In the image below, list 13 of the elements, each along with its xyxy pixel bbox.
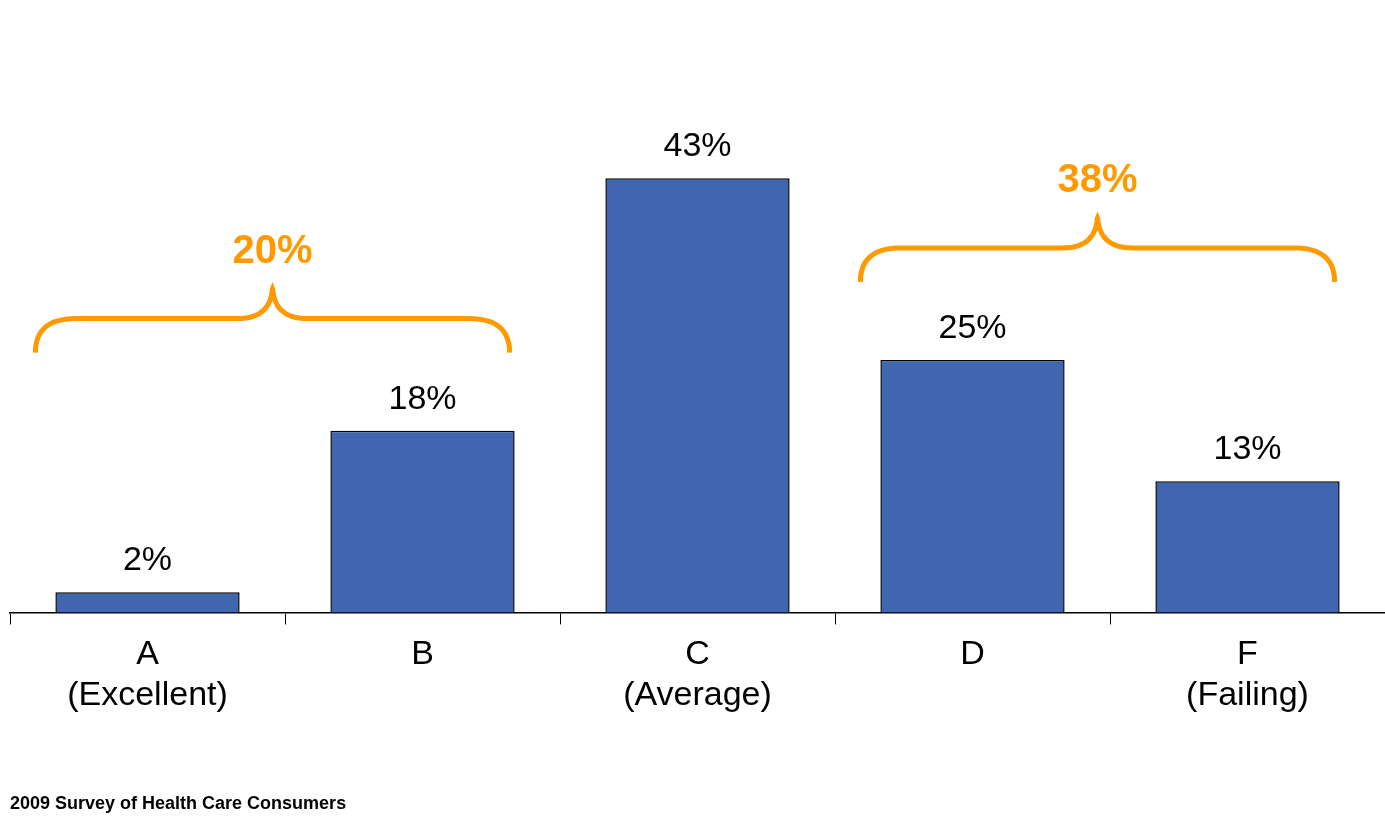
- data-label: 18%: [388, 377, 457, 416]
- annotation: 38%: [1057, 155, 1138, 201]
- data-label: 13%: [1213, 428, 1282, 467]
- x-tick-label: F (Failing): [1186, 633, 1309, 712]
- data-label: 2%: [122, 539, 173, 578]
- text: 2009 Survey of Health Care Consumers: [10, 793, 347, 814]
- x-tick-label: A (Excellent): [67, 633, 228, 712]
- annotation: 20%: [232, 226, 313, 272]
- data-label: 25%: [938, 306, 1007, 345]
- data-label: 43%: [663, 125, 732, 164]
- x-tick-label: D: [960, 633, 985, 672]
- x-tick-label: B: [411, 633, 434, 672]
- x-tick-label: C (Average): [623, 633, 772, 712]
